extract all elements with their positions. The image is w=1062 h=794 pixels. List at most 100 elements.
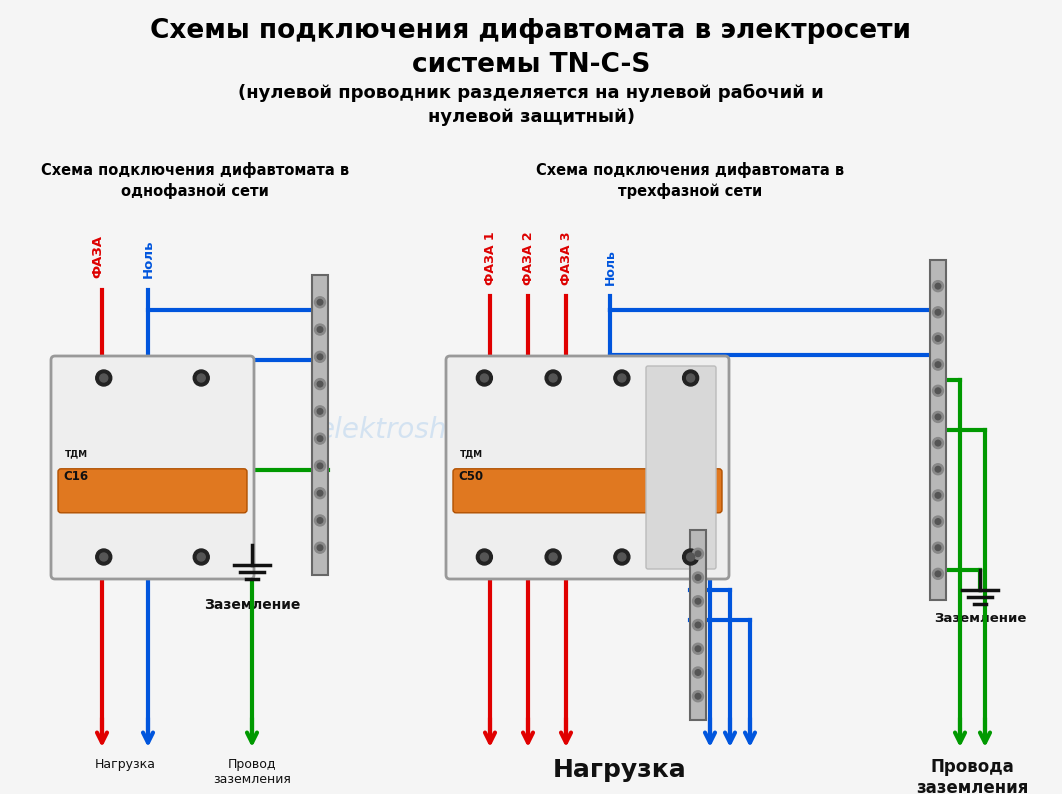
Text: Заземление: Заземление [933,612,1026,625]
Circle shape [692,667,703,678]
FancyBboxPatch shape [646,366,716,569]
Circle shape [932,333,943,344]
Circle shape [932,359,943,370]
Circle shape [936,388,941,394]
Circle shape [687,374,695,382]
Circle shape [314,324,325,335]
Text: нулевой защитный): нулевой защитный) [428,108,634,126]
FancyBboxPatch shape [453,468,722,513]
Text: Заземление: Заземление [204,598,301,612]
Circle shape [936,571,941,576]
Circle shape [692,643,703,654]
Circle shape [314,351,325,362]
Circle shape [318,518,323,523]
Circle shape [480,374,489,382]
Circle shape [314,379,325,390]
Circle shape [936,310,941,315]
Text: ФАЗА 1: ФАЗА 1 [483,231,497,285]
Circle shape [932,306,943,318]
Text: Провод
заземления: Провод заземления [213,758,291,786]
Circle shape [932,385,943,396]
Circle shape [314,515,325,526]
Circle shape [696,551,701,557]
Text: Ноль: Ноль [141,240,154,278]
Circle shape [198,374,205,382]
Circle shape [936,466,941,472]
Bar [312,275,328,575]
Circle shape [936,518,941,524]
Circle shape [692,548,703,559]
Text: elektroshkola.ru: elektroshkola.ru [318,416,543,444]
Circle shape [932,516,943,527]
Circle shape [100,553,107,561]
Circle shape [932,411,943,422]
Circle shape [318,463,323,468]
Circle shape [692,596,703,607]
Circle shape [477,370,493,386]
Circle shape [696,646,701,652]
Circle shape [100,374,107,382]
Circle shape [318,436,323,441]
Circle shape [549,553,558,561]
Circle shape [477,549,493,565]
Text: Схема подключения дифавтомата в
однофазной сети: Схема подключения дифавтомата в однофазн… [41,162,349,199]
Circle shape [314,434,325,444]
Circle shape [932,280,943,291]
Circle shape [932,464,943,475]
Circle shape [545,370,561,386]
Circle shape [96,549,112,565]
Circle shape [696,693,701,699]
FancyBboxPatch shape [58,468,247,513]
Circle shape [618,374,626,382]
Circle shape [932,542,943,553]
Circle shape [936,283,941,289]
Text: Провода
заземления: Провода заземления [917,758,1029,794]
Circle shape [314,488,325,499]
Circle shape [932,569,943,580]
Text: ТДМ: ТДМ [65,449,88,458]
Circle shape [318,354,323,360]
Circle shape [618,553,626,561]
Text: С16: С16 [63,470,88,483]
FancyBboxPatch shape [51,356,254,579]
Circle shape [683,549,699,565]
Circle shape [696,575,701,580]
Text: (нулевой проводник разделяется на нулевой рабочий и: (нулевой проводник разделяется на нулево… [238,84,824,102]
Text: Нагрузка: Нагрузка [553,758,687,782]
Circle shape [696,669,701,676]
Text: ТДМ: ТДМ [460,449,483,458]
Circle shape [96,370,112,386]
FancyBboxPatch shape [446,356,729,579]
Circle shape [314,461,325,472]
Text: Ноль: Ноль [603,249,617,285]
Text: Нагрузка: Нагрузка [95,758,155,771]
Circle shape [318,545,323,550]
Text: системы TN-C-S: системы TN-C-S [412,52,650,78]
Circle shape [318,409,323,414]
Circle shape [932,490,943,501]
Circle shape [198,553,205,561]
Text: ФАЗА: ФАЗА [91,235,104,278]
Circle shape [614,370,630,386]
Circle shape [193,370,209,386]
Circle shape [314,406,325,417]
Text: ФАЗА 3: ФАЗА 3 [560,232,572,285]
Circle shape [314,297,325,308]
Text: Схема подключения дифавтомата в
трехфазной сети: Схема подключения дифавтомата в трехфазн… [536,162,844,199]
Circle shape [936,441,941,446]
Text: ФАЗА 2: ФАЗА 2 [521,231,534,285]
Circle shape [936,414,941,420]
Circle shape [936,336,941,341]
Circle shape [549,374,558,382]
Circle shape [614,549,630,565]
Bar [930,260,946,600]
Circle shape [692,572,703,583]
Bar [690,530,706,720]
Circle shape [936,545,941,550]
Circle shape [687,553,695,561]
Circle shape [936,362,941,368]
Circle shape [545,549,561,565]
Circle shape [932,437,943,449]
Text: Схемы подключения дифавтомата в электросети: Схемы подключения дифавтомата в электрос… [151,18,911,44]
Circle shape [692,691,703,702]
